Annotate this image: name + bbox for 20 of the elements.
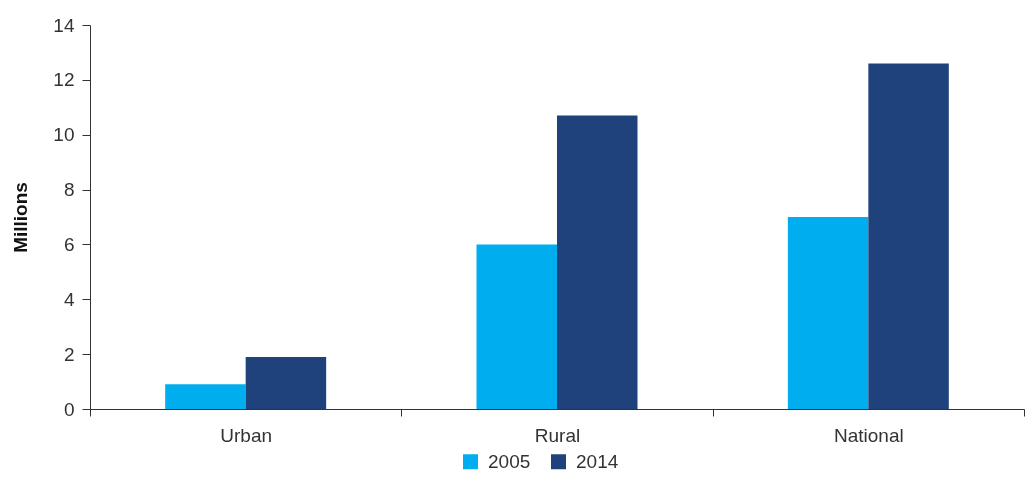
y-tick-label: 14 [53, 14, 75, 36]
y-tick-label: 0 [63, 398, 75, 420]
x-tick-label: Urban [220, 424, 273, 446]
bar [868, 63, 949, 409]
x-tick-label: Rural [534, 424, 581, 446]
bar [165, 384, 246, 409]
y-axis-title: Millions [10, 182, 32, 253]
legend-label: 2014 [576, 450, 619, 472]
bar [245, 356, 327, 409]
legend-label: 2005 [488, 450, 531, 472]
bar [476, 244, 557, 409]
y-tick-label: 10 [53, 124, 75, 146]
bar [787, 217, 869, 409]
y-tick-label: 2 [63, 343, 75, 365]
x-tick-label: National [833, 424, 904, 446]
y-tick-label: 12 [53, 69, 75, 91]
y-tick-label: 6 [63, 233, 75, 255]
y-tick-label: 8 [63, 179, 75, 201]
y-tick-label: 4 [63, 288, 75, 310]
bar [557, 115, 638, 409]
